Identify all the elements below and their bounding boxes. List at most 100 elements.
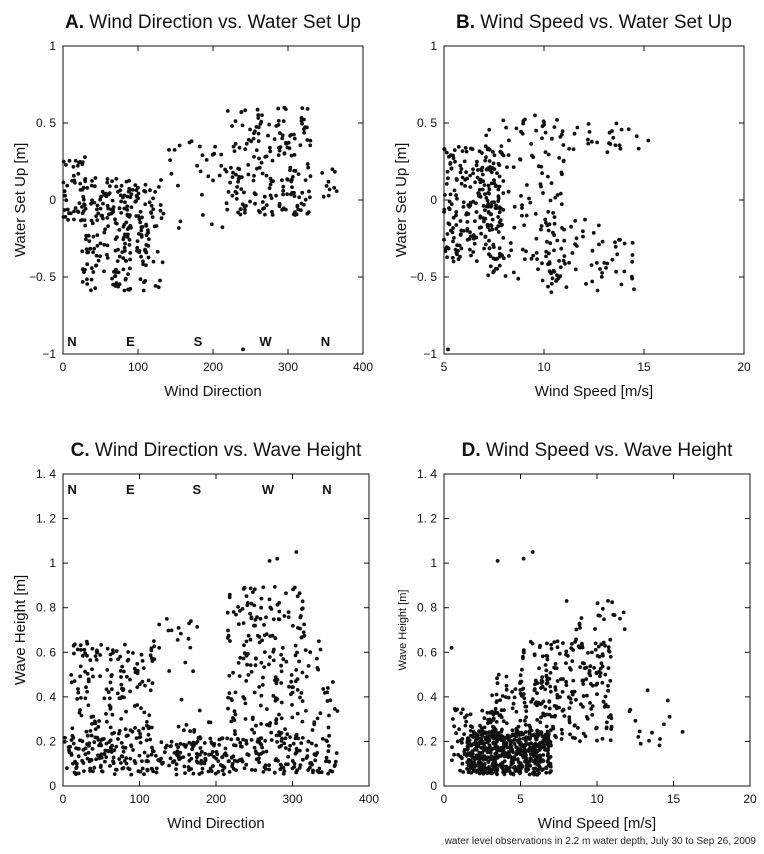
data-point xyxy=(159,216,164,221)
data-point xyxy=(119,717,124,721)
data-point xyxy=(538,182,543,187)
data-point xyxy=(206,174,211,179)
data-point xyxy=(524,738,528,743)
data-point xyxy=(187,752,192,757)
data-point xyxy=(233,690,238,695)
data-point xyxy=(145,758,149,763)
data-point xyxy=(482,748,487,753)
data-point xyxy=(225,610,230,615)
data-point xyxy=(231,170,235,175)
data-point xyxy=(130,729,135,734)
data-point xyxy=(483,144,488,149)
data-point xyxy=(535,772,540,777)
data-point xyxy=(449,153,453,158)
data-point xyxy=(445,232,450,236)
data-point xyxy=(85,262,90,267)
data-point xyxy=(226,628,230,633)
data-point xyxy=(326,771,331,776)
data-point xyxy=(231,610,236,614)
data-point xyxy=(246,673,251,677)
data-point xyxy=(128,257,133,262)
data-point xyxy=(188,645,193,650)
data-point xyxy=(105,243,110,248)
data-point xyxy=(562,254,567,258)
data-point xyxy=(74,765,79,769)
data-point xyxy=(504,695,508,699)
data-point xyxy=(523,756,528,761)
data-point xyxy=(477,149,482,154)
data-point xyxy=(134,199,138,204)
data-point xyxy=(499,144,504,149)
data-point xyxy=(240,123,245,128)
data-point xyxy=(112,269,116,274)
data-point xyxy=(126,232,130,237)
data-point xyxy=(168,158,173,163)
data-point xyxy=(259,660,264,665)
data-point xyxy=(261,206,265,211)
data-point xyxy=(543,217,547,222)
data-point xyxy=(533,733,538,738)
data-point xyxy=(584,715,589,719)
data-point xyxy=(114,281,119,286)
data-point xyxy=(552,125,557,129)
y-tick-label: 0. 2 xyxy=(36,734,56,748)
data-point xyxy=(211,178,215,183)
data-point xyxy=(80,249,85,254)
data-point xyxy=(480,172,485,177)
data-point xyxy=(65,207,70,212)
data-point xyxy=(493,741,498,746)
data-point xyxy=(70,726,75,731)
data-point xyxy=(510,706,515,711)
data-point xyxy=(138,740,143,745)
data-point xyxy=(588,664,593,669)
data-point xyxy=(555,639,560,644)
data-point xyxy=(141,666,146,670)
data-point xyxy=(586,137,590,142)
data-point xyxy=(479,167,483,172)
data-point xyxy=(282,105,287,110)
data-point xyxy=(574,236,579,241)
data-point xyxy=(542,122,547,127)
data-point xyxy=(258,616,263,621)
data-point xyxy=(123,241,127,246)
data-point xyxy=(520,247,525,252)
data-point xyxy=(506,153,511,158)
data-point xyxy=(200,153,205,158)
data-point xyxy=(233,732,237,736)
data-point xyxy=(249,670,254,674)
data-point xyxy=(607,649,612,654)
data-point xyxy=(524,213,529,218)
data-point xyxy=(630,276,635,281)
data-point xyxy=(546,763,551,768)
data-point xyxy=(539,730,543,735)
data-point xyxy=(492,200,496,205)
data-point xyxy=(330,167,335,172)
data-point xyxy=(97,719,101,723)
data-point xyxy=(513,769,518,773)
data-point xyxy=(290,759,295,763)
data-point xyxy=(595,601,600,606)
data-point xyxy=(626,127,631,132)
data-point xyxy=(263,738,268,743)
data-point xyxy=(105,177,110,181)
data-point xyxy=(159,756,163,761)
data-point xyxy=(174,742,179,747)
chart-title: C. Wind Direction vs. Wave Height xyxy=(71,440,362,461)
data-point xyxy=(478,723,482,728)
data-point xyxy=(490,709,495,714)
data-point xyxy=(611,135,616,140)
data-point xyxy=(154,224,159,228)
data-point xyxy=(177,754,181,759)
data-point xyxy=(489,203,494,208)
data-point xyxy=(128,756,133,761)
data-point xyxy=(595,738,599,743)
data-point xyxy=(150,748,155,753)
data-point xyxy=(102,696,107,701)
data-point xyxy=(294,668,299,672)
data-point xyxy=(253,201,257,206)
data-point xyxy=(512,695,517,700)
data-point xyxy=(288,735,292,739)
data-point xyxy=(465,176,469,181)
data-point xyxy=(91,234,96,239)
data-point xyxy=(138,277,143,282)
